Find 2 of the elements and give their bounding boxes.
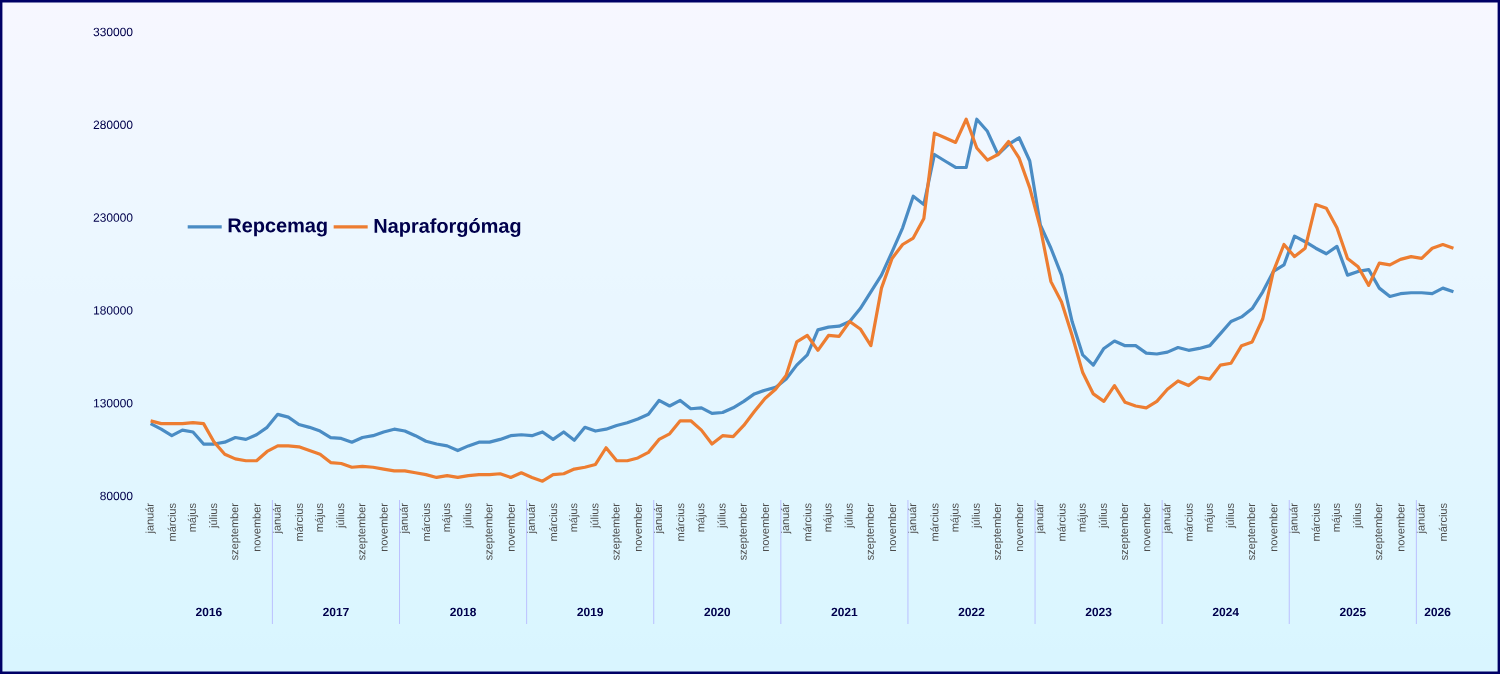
legend-label: Repcemag bbox=[228, 218, 327, 237]
legend-label: Napraforgómag bbox=[374, 218, 521, 237]
